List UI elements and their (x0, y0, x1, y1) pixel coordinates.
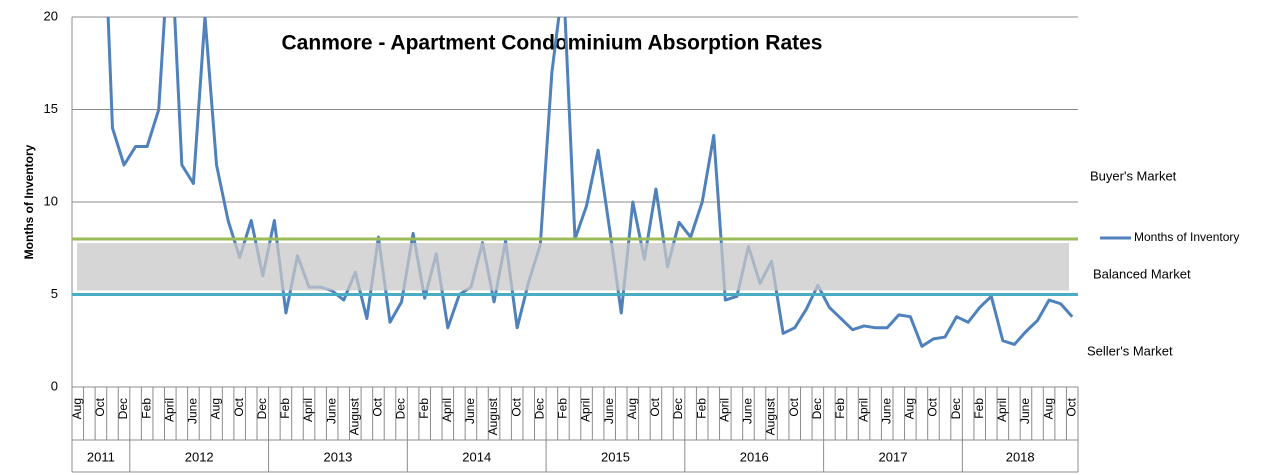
x-tick-label: June (1018, 398, 1032, 424)
x-tick-label: Feb (139, 398, 153, 419)
x-tick-label: Feb (694, 398, 708, 419)
year-label: 2012 (185, 449, 214, 464)
x-tick-label: June (463, 398, 477, 424)
x-tick-label: June (879, 398, 893, 424)
y-tick-label: 20 (44, 8, 58, 23)
x-tick-label: Dec (949, 398, 963, 419)
x-tick-label: June (602, 398, 616, 424)
x-tick-label: Dec (255, 398, 269, 419)
y-tick-label: 5 (51, 286, 58, 301)
x-tick-label: Dec (671, 398, 685, 419)
x-tick-label: Aug (903, 398, 917, 419)
x-tick-label: Dec (810, 398, 824, 419)
x-tick-label: Feb (556, 398, 570, 419)
x-tick-label: Oct (926, 397, 940, 416)
x-tick-label: June (324, 398, 338, 424)
x-tick-label: Aug (70, 398, 84, 419)
y-tick-label: 10 (44, 193, 58, 208)
year-label: 2011 (87, 449, 115, 464)
x-tick-label: Aug (209, 398, 223, 419)
x-tick-label: April (717, 398, 731, 422)
x-tick-label: Oct (787, 397, 801, 416)
annotation: Buyer's Market (1090, 168, 1177, 183)
x-tick-label: Oct (93, 397, 107, 416)
year-label: 2018 (1006, 449, 1035, 464)
annotation: Seller's Market (1087, 343, 1173, 358)
x-tick-label: Oct (371, 397, 385, 416)
year-label: 2015 (601, 449, 630, 464)
y-tick-label: 15 (44, 101, 58, 116)
year-label: 2016 (740, 449, 769, 464)
x-tick-label: Oct (1064, 397, 1078, 416)
x-tick-label: June (741, 398, 755, 424)
y-axis-label: Months of Inventory (22, 144, 36, 259)
x-tick-label: Oct (509, 397, 523, 416)
legend-label: Months of Inventory (1134, 230, 1239, 244)
band (77, 243, 1069, 291)
x-tick-label: June (186, 398, 200, 424)
x-tick-label: April (301, 398, 315, 422)
x-tick-label: Oct (648, 397, 662, 416)
x-tick-label: August (347, 397, 361, 435)
x-tick-label: August (486, 397, 500, 435)
x-tick-label: Dec (532, 398, 546, 419)
chart-title: Canmore - Apartment Condominium Absorpti… (282, 32, 823, 55)
x-tick-label: April (995, 398, 1009, 422)
x-tick-label: Feb (278, 398, 292, 419)
x-tick-label: April (440, 398, 454, 422)
x-tick-label: April (579, 398, 593, 422)
x-tick-label: Feb (972, 398, 986, 419)
year-label: 2013 (323, 449, 352, 464)
x-tick-label: Aug (625, 398, 639, 419)
x-tick-label: April (856, 398, 870, 422)
x-tick-label: Aug (1041, 398, 1055, 419)
x-tick-label: April (162, 398, 176, 422)
x-tick-label: Oct (232, 397, 246, 416)
x-tick-label: Dec (394, 398, 408, 419)
annotation: Balanced Market (1093, 266, 1191, 281)
x-tick-label: Dec (116, 398, 130, 419)
year-label: 2017 (879, 449, 908, 464)
x-tick-label: August (764, 397, 778, 435)
x-tick-label: Feb (833, 398, 847, 419)
y-tick-label: 0 (51, 378, 58, 393)
x-tick-label: Feb (417, 398, 431, 419)
year-label: 2014 (462, 449, 491, 464)
